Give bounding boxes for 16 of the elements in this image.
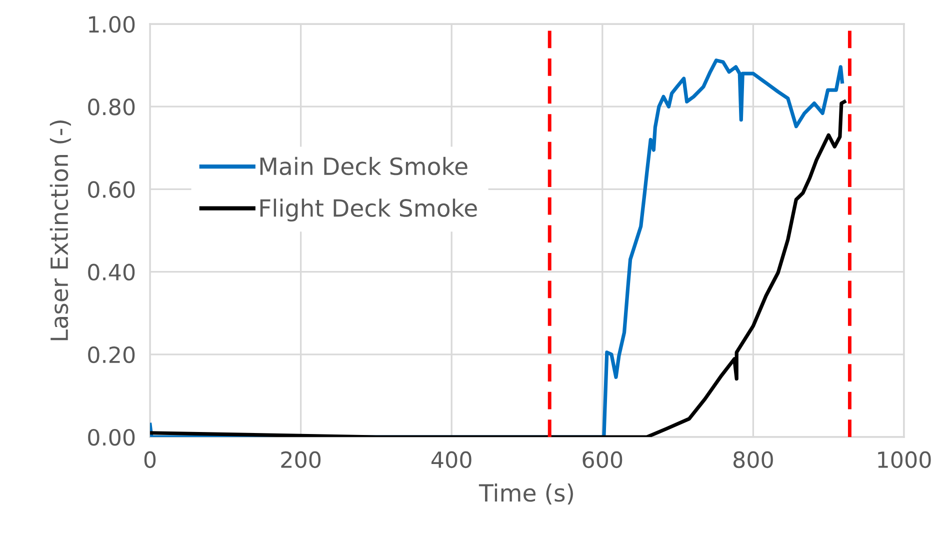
x-tick-label: 200 [281,451,321,468]
y-axis-title: Laser Extinction (-) [50,120,71,340]
y-tick-label: 0.60 [88,181,135,198]
x-tick-label: 600 [582,451,622,468]
y-tick-label: 0.20 [88,346,135,364]
y-tick-label: 0.80 [88,98,135,116]
x-tick-label: 1000 [878,451,931,468]
x-tick-label: 0 [144,451,156,468]
x-axis-title: Time (s) [478,484,573,505]
y-tick-label: 0.00 [88,428,135,446]
legend-label: Main Deck Smoke [260,156,468,176]
x-tick-label: 400 [431,451,472,468]
y-tick-label: 0.40 [88,264,135,281]
legend-label: Flight Deck Smoke [260,198,477,222]
y-tick-label: 1.00 [89,16,135,33]
x-tick-label: 800 [734,451,773,468]
